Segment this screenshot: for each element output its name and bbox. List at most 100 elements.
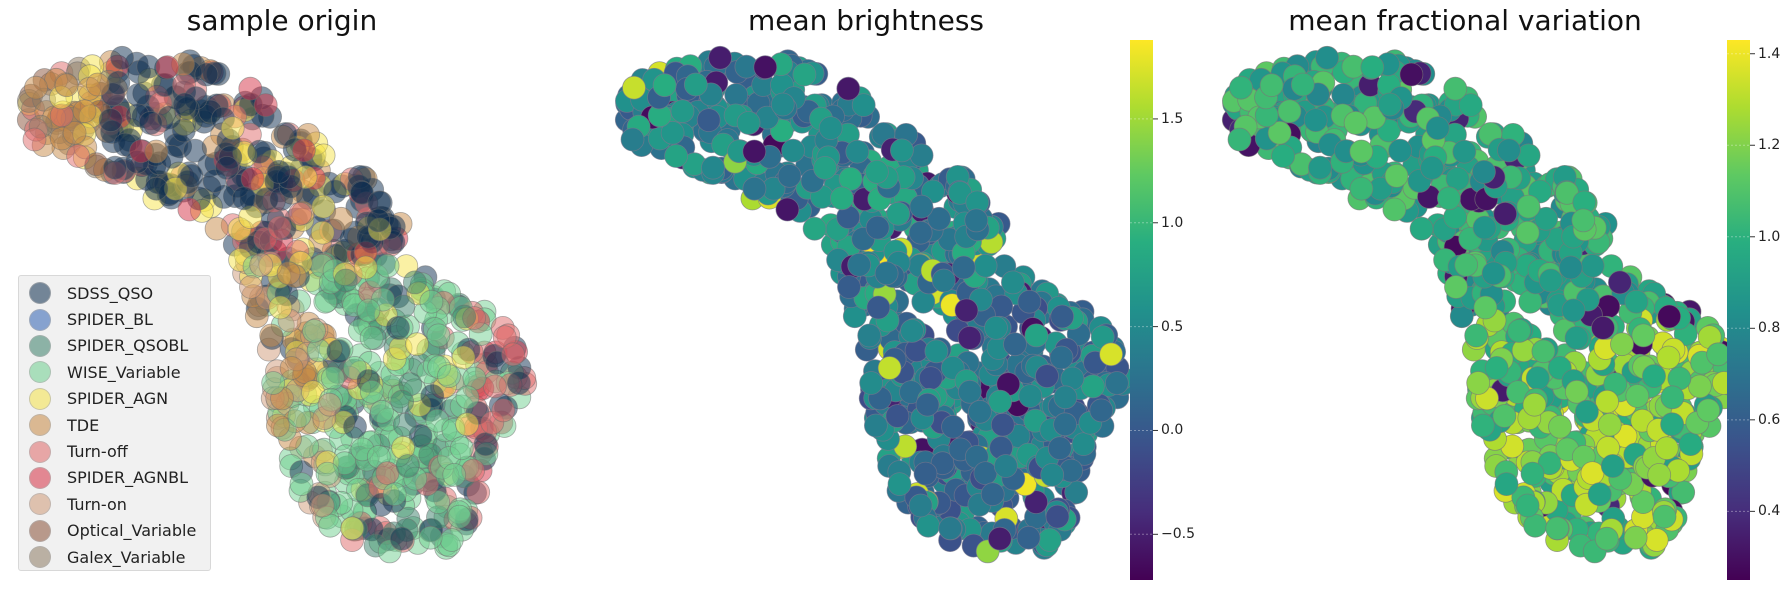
- scatter-point: [857, 323, 882, 348]
- scatter-point: [276, 261, 301, 286]
- scatter-point: [62, 120, 87, 145]
- legend-label: Turn-on: [67, 494, 127, 514]
- scatter-point: [957, 325, 982, 350]
- scatter-point: [1587, 482, 1612, 507]
- legend-label: SPIDER_BL: [67, 310, 153, 330]
- legend-item: SPIDER_BL: [29, 306, 210, 332]
- scatter-point: [1647, 462, 1672, 487]
- scatter-point: [837, 275, 861, 299]
- scatter-point: [1081, 374, 1105, 399]
- legend-swatch: [29, 519, 51, 542]
- scatter-point: [24, 75, 48, 100]
- scatter-point: [1360, 55, 1385, 80]
- scatter-point: [155, 55, 180, 80]
- scatter-point: [253, 93, 278, 117]
- scatter-point: [900, 318, 924, 343]
- scatter-point: [473, 432, 498, 457]
- scatter-point: [851, 93, 876, 117]
- scatter-point: [238, 76, 263, 101]
- mean-brightness-colorbar: [1130, 40, 1153, 580]
- scatter-point: [1625, 384, 1650, 408]
- colorbar-tick-label: 0.5: [1161, 318, 1184, 335]
- scatter-point: [419, 289, 444, 314]
- scatter-point: [183, 138, 208, 163]
- scatter-point: [220, 116, 245, 141]
- scatter-point: [1660, 412, 1684, 437]
- scatter-point: [437, 364, 461, 389]
- scatter-point: [426, 490, 451, 515]
- scatter-point: [426, 323, 451, 348]
- scatter-point: [652, 73, 677, 98]
- scatter-point: [890, 138, 914, 163]
- scatter-point: [1089, 398, 1114, 423]
- scatter-point: [987, 526, 1012, 551]
- scatter-point: [660, 120, 685, 145]
- scatter-point: [1443, 76, 1468, 101]
- scatter-point: [390, 389, 415, 414]
- legend-item: Galex_Variable: [29, 544, 210, 570]
- scatter-point: [951, 255, 976, 280]
- scatter-point: [1472, 159, 1496, 184]
- legend-swatch: [29, 387, 51, 410]
- scatter-point: [326, 339, 351, 364]
- scatter-point: [482, 374, 507, 399]
- scatter-point: [968, 399, 992, 424]
- scatter-point: [1047, 436, 1072, 461]
- scatter-point: [1425, 116, 1450, 141]
- scatter-point: [353, 255, 378, 280]
- scatter-point: [818, 116, 843, 141]
- scatter-point: [1548, 414, 1572, 439]
- scatter-point: [311, 194, 336, 219]
- scatter-point: [753, 55, 778, 80]
- scatter-point: [1040, 462, 1065, 487]
- scatter-point: [1525, 366, 1550, 391]
- legend-label: Optical_Variable: [67, 521, 197, 541]
- legend-swatch: [29, 440, 51, 463]
- scatter-point: [1053, 412, 1077, 437]
- scatter-point: [1271, 144, 1295, 168]
- scatter-point: [1382, 197, 1407, 222]
- scatter-point: [792, 62, 817, 87]
- scatter-point: [267, 215, 292, 240]
- scatter-point: [455, 385, 480, 410]
- scatter-point: [1623, 525, 1648, 550]
- scatter-point: [389, 526, 414, 551]
- scatter-point: [909, 194, 934, 219]
- scatter-point: [359, 379, 384, 404]
- scatter-point: [664, 144, 688, 168]
- scatter-point: [266, 159, 291, 184]
- scatter-point: [375, 461, 400, 486]
- scatter-point: [1656, 345, 1681, 370]
- scatter-point: [98, 108, 123, 132]
- scatter-point: [1227, 127, 1252, 152]
- scatter-point: [736, 111, 761, 135]
- scatter-point: [1660, 385, 1685, 410]
- scatter-point: [1520, 461, 1545, 486]
- colorbar-tick-label: 1.4: [1758, 45, 1781, 62]
- scatter-point: [865, 159, 889, 184]
- legend-swatch: [29, 308, 51, 331]
- scatter-point: [909, 143, 934, 168]
- scatter-point: [964, 208, 989, 233]
- scatter-point: [813, 155, 837, 180]
- sample-origin-title: sample origin: [186, 4, 378, 37]
- scatter-point: [781, 138, 805, 163]
- scatter-point: [1624, 289, 1649, 314]
- mean-brightness-points: [614, 45, 1136, 564]
- legend-item: WISE_Variable: [29, 359, 210, 385]
- scatter-point: [1654, 436, 1679, 461]
- sample-origin-legend: SDSS_QSO SPIDER_BL SPIDER_QSOBL WISE_Variab…: [18, 275, 211, 571]
- scatter-point: [1591, 315, 1615, 340]
- scatter-point: [103, 155, 127, 180]
- scatter-point: [954, 298, 979, 323]
- scatter-point: [507, 371, 531, 395]
- scatter-point: [742, 176, 767, 201]
- scatter-point: [864, 413, 888, 438]
- scatter-point: [1534, 206, 1558, 231]
- scatter-point: [375, 253, 400, 278]
- scatter-point: [1349, 139, 1374, 164]
- scatter-point: [1507, 318, 1531, 343]
- scatter-point: [1303, 108, 1328, 132]
- scatter-point: [1558, 255, 1583, 280]
- scatter-point: [287, 404, 312, 428]
